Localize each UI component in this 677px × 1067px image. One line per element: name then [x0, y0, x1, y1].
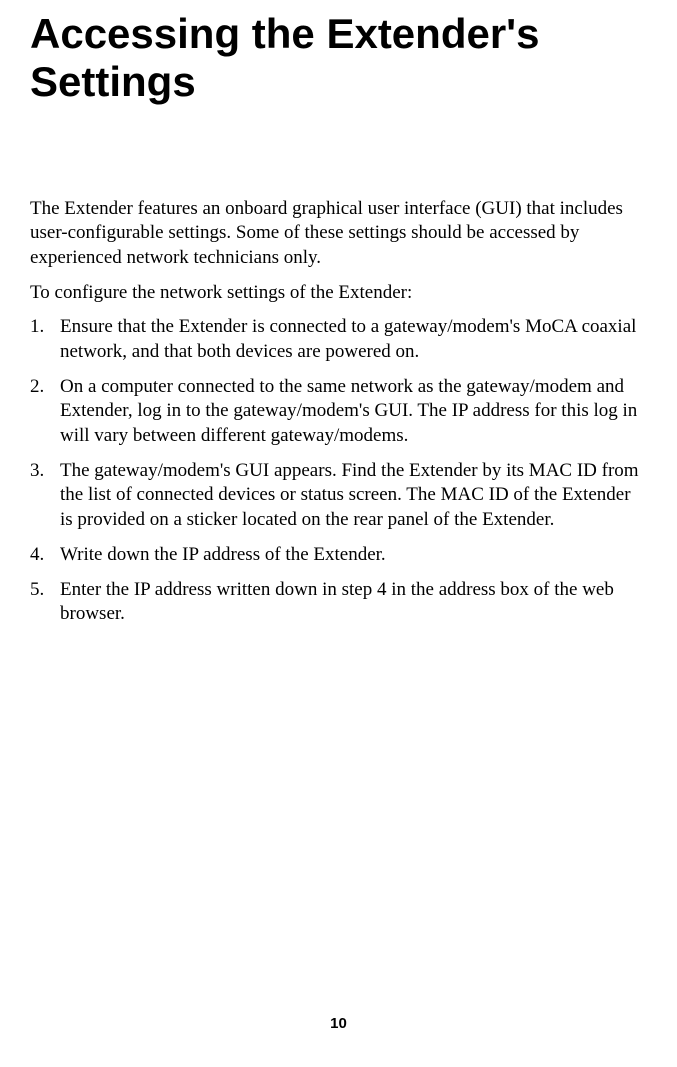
step-number: 3.: [30, 459, 60, 533]
list-item: 3. The gateway/modem's GUI appears. Find…: [30, 459, 647, 533]
step-number: 4.: [30, 543, 60, 568]
list-item: 1. Ensure that the Extender is connected…: [30, 315, 647, 364]
lead-in-text: To configure the network settings of the…: [30, 281, 647, 306]
page-title: Accessing the Extender's Settings: [30, 10, 647, 107]
page-number: 10: [0, 1015, 677, 1032]
step-text: Enter the IP address written down in ste…: [60, 578, 647, 627]
step-number: 1.: [30, 315, 60, 364]
intro-paragraph: The Extender features an onboard graphic…: [30, 197, 647, 271]
step-number: 5.: [30, 578, 60, 627]
step-text: The gateway/modem's GUI appears. Find th…: [60, 459, 647, 533]
list-item: 2. On a computer connected to the same n…: [30, 375, 647, 449]
step-text: On a computer connected to the same netw…: [60, 375, 647, 449]
step-text: Write down the IP address of the Extende…: [60, 543, 647, 568]
steps-list: 1. Ensure that the Extender is connected…: [30, 315, 647, 627]
list-item: 5. Enter the IP address written down in …: [30, 578, 647, 627]
list-item: 4. Write down the IP address of the Exte…: [30, 543, 647, 568]
step-number: 2.: [30, 375, 60, 449]
step-text: Ensure that the Extender is connected to…: [60, 315, 647, 364]
